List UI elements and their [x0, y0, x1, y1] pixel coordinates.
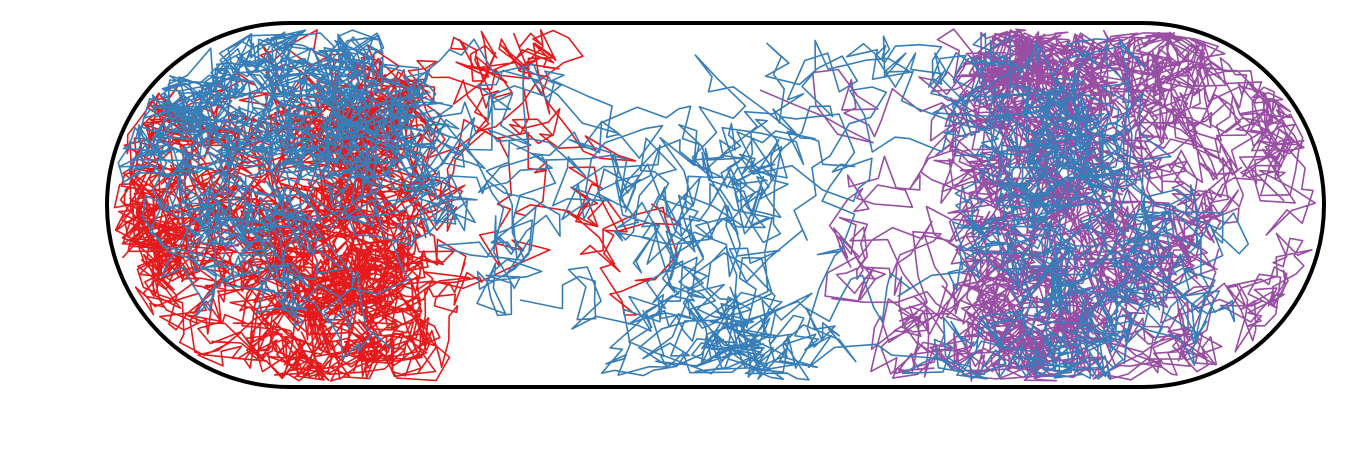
purple-trajectory-top — [759, 68, 1150, 382]
trajectory-layer — [113, 28, 1316, 382]
cell-boundary-capsule — [105, 21, 1326, 389]
red-trajectory-excursion — [297, 29, 682, 316]
blue-trajectory-right — [845, 32, 1250, 380]
blue-trajectory-left — [117, 29, 486, 360]
blue-trajectory-middle — [395, 35, 1236, 381]
